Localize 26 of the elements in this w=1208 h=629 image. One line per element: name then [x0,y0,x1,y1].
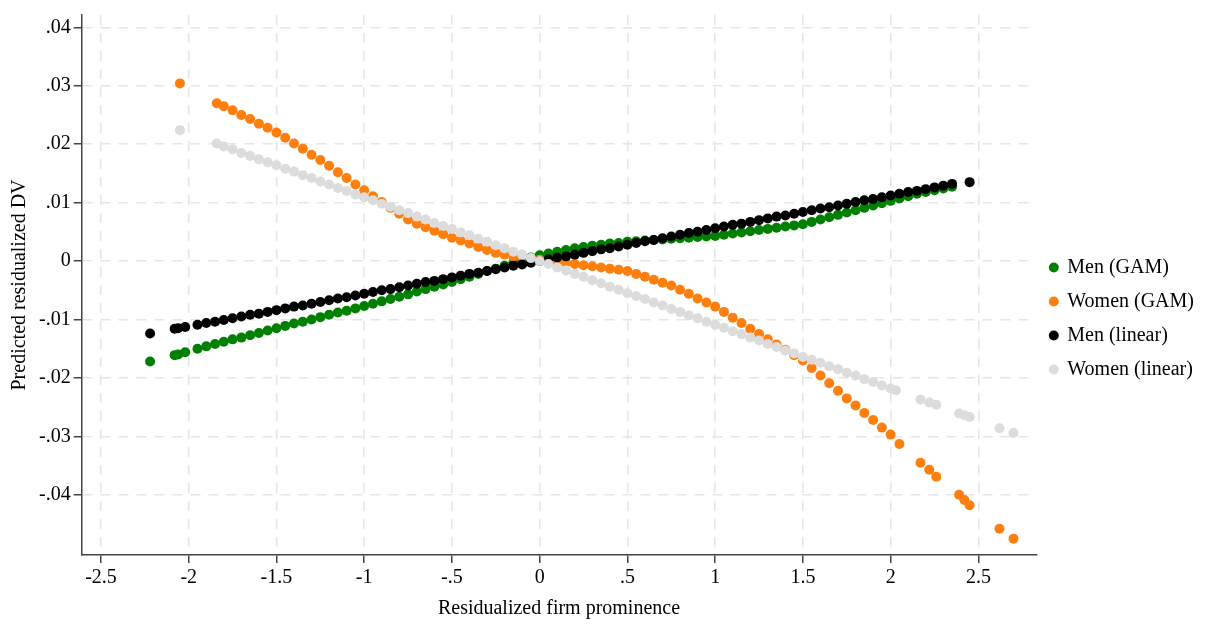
x-tick-label: 0 [534,565,545,588]
legend-label: Men (GAM) [1067,254,1169,278]
x-tick-label: -.5 [441,565,463,588]
legend-label: Men (linear) [1067,322,1168,346]
x-tick-label: 1.5 [790,565,816,588]
y-tick-label: .01 [45,189,71,212]
x-tick-label: 1 [710,565,721,588]
x-tick-label: -1.5 [260,565,293,588]
y-tick-label: .02 [45,131,71,154]
y-tick-label: -.01 [38,306,71,329]
y-axis-title: Predicted residualized DV [7,178,30,391]
x-tick-label: -2 [180,565,198,588]
legend-label: Women (GAM) [1067,288,1194,312]
x-tick-label: -2.5 [85,565,117,588]
x-tick-label: 2.5 [965,565,991,588]
y-tick-label: .04 [45,14,71,37]
x-tick-label: .5 [619,565,635,588]
y-tick-label: -.02 [38,365,71,388]
y-tick-label: 0 [60,248,71,271]
x-tick-label: -1 [355,565,373,588]
y-tick-label: -.03 [38,423,71,446]
legend-label: Women (linear) [1067,356,1193,380]
y-tick-label: -.04 [38,482,71,505]
x-axis-title: Residualized firm prominence [437,596,681,620]
y-tick-label: .03 [45,72,71,95]
x-tick-label: 2 [885,565,896,588]
